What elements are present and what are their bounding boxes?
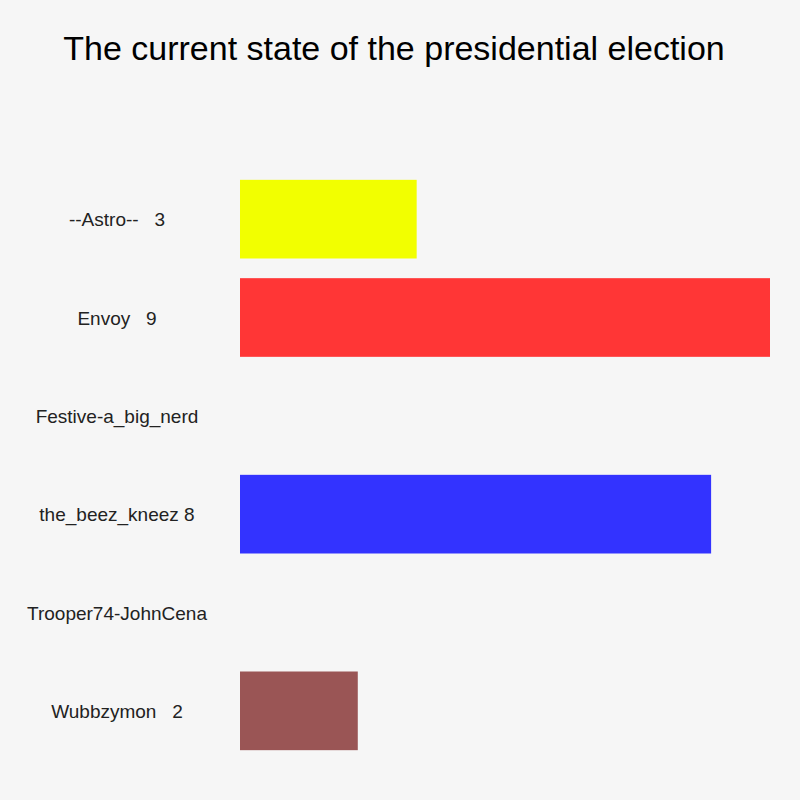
bar bbox=[240, 672, 358, 751]
bar bbox=[240, 377, 241, 456]
bar bbox=[240, 475, 711, 554]
category-label: Envoy 9 bbox=[77, 308, 156, 329]
bar bbox=[240, 573, 241, 652]
title: The current state of the presidential el… bbox=[63, 29, 725, 67]
category-label: the_beez_kneez 8 bbox=[39, 504, 194, 526]
category-label: Wubbzymon 2 bbox=[51, 701, 183, 722]
background bbox=[0, 0, 800, 800]
chart-container: The current state of the presidential el… bbox=[0, 0, 800, 800]
bars bbox=[240, 180, 770, 750]
category-label: Trooper74-JohnCena bbox=[27, 603, 207, 624]
bar bbox=[240, 180, 417, 259]
category-label: --Astro-- 3 bbox=[69, 209, 165, 230]
category-labels: --Astro-- 3 Envoy 9 Festive-a_big_nerd the_… bbox=[27, 209, 207, 722]
category-label: Festive-a_big_nerd bbox=[36, 406, 199, 428]
bar bbox=[240, 278, 770, 357]
chart-svg: The current state of the presidential el… bbox=[0, 0, 800, 800]
